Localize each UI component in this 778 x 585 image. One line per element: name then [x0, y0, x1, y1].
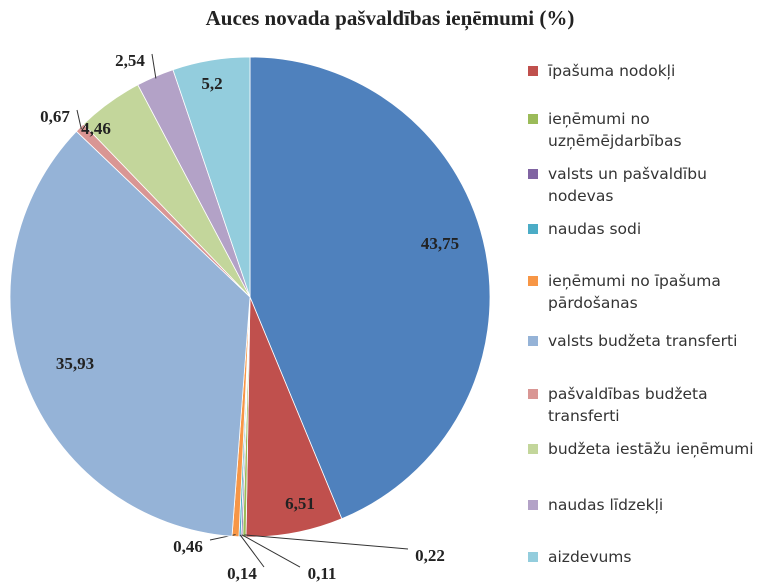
data-label: 2,54: [115, 51, 145, 70]
data-label: 0,11: [308, 564, 337, 583]
legend-label: naudas sodi: [548, 220, 642, 238]
data-label: 0,22: [415, 546, 445, 565]
legend-entry: valsts budžeta transferti: [528, 330, 776, 352]
legend-label: īpašuma nodokļi: [548, 62, 676, 80]
legend-label: aizdevums: [548, 548, 632, 566]
legend-label: naudas līdzekļi: [548, 496, 664, 514]
data-label: 0,67: [40, 107, 70, 126]
pie-slice: [249, 56, 491, 520]
legend-swatch: [528, 389, 538, 399]
legend-label: pašvaldības budžeta transferti: [548, 385, 708, 425]
legend-swatch: [528, 114, 538, 124]
data-label: 6,51: [285, 494, 315, 513]
legend-swatch: [528, 500, 538, 510]
legend-swatch: [528, 224, 538, 234]
legend-swatch: [528, 336, 538, 346]
data-label: 0,14: [227, 564, 257, 583]
legend-label: ieņēmumi no īpašuma pārdošanas: [548, 272, 721, 312]
data-label: 35,93: [56, 354, 94, 373]
legend-entry: pašvaldības budžeta transferti: [528, 383, 776, 427]
legend-label: valsts un pašvaldību nodevas: [548, 165, 707, 205]
pie-slice: [172, 56, 251, 298]
data-label: 43,75: [421, 234, 459, 253]
legend-entry: budžeta iestāžu ieņēmumi: [528, 438, 776, 460]
chart-title: Auces novada pašvaldības ieņēmumi (%): [206, 6, 575, 31]
legend-label: valsts budžeta transferti: [548, 332, 738, 350]
pie-slice: [9, 130, 251, 537]
legend-entry: ieņēmumi no uzņēmējdarbības: [528, 108, 776, 152]
legend-entry: īpašuma nodokļi: [528, 60, 776, 82]
data-label: 5,2: [201, 74, 222, 93]
leader-line: [241, 534, 301, 568]
leader-line: [239, 534, 265, 568]
data-label: 0,46: [173, 537, 203, 556]
legend-swatch: [528, 444, 538, 454]
leader-line: [76, 109, 82, 130]
leader-line: [151, 53, 157, 79]
legend-entry: naudas līdzekļi: [528, 494, 776, 516]
legend-entry: ieņēmumi no īpašuma pārdošanas: [528, 270, 776, 314]
legend-swatch: [528, 66, 538, 76]
legend-swatch: [528, 552, 538, 562]
legend-swatch: [528, 169, 538, 179]
legend-label: budžeta iestāžu ieņēmumi: [548, 440, 754, 458]
legend-entry: naudas sodi: [528, 218, 776, 240]
data-label: 4,46: [81, 119, 111, 138]
legend-entry: aizdevums: [528, 546, 776, 568]
legend-entry: valsts un pašvaldību nodevas: [528, 163, 776, 207]
leader-line: [244, 534, 409, 550]
legend-swatch: [528, 276, 538, 286]
legend-label: ieņēmumi no uzņēmējdarbības: [548, 110, 682, 150]
